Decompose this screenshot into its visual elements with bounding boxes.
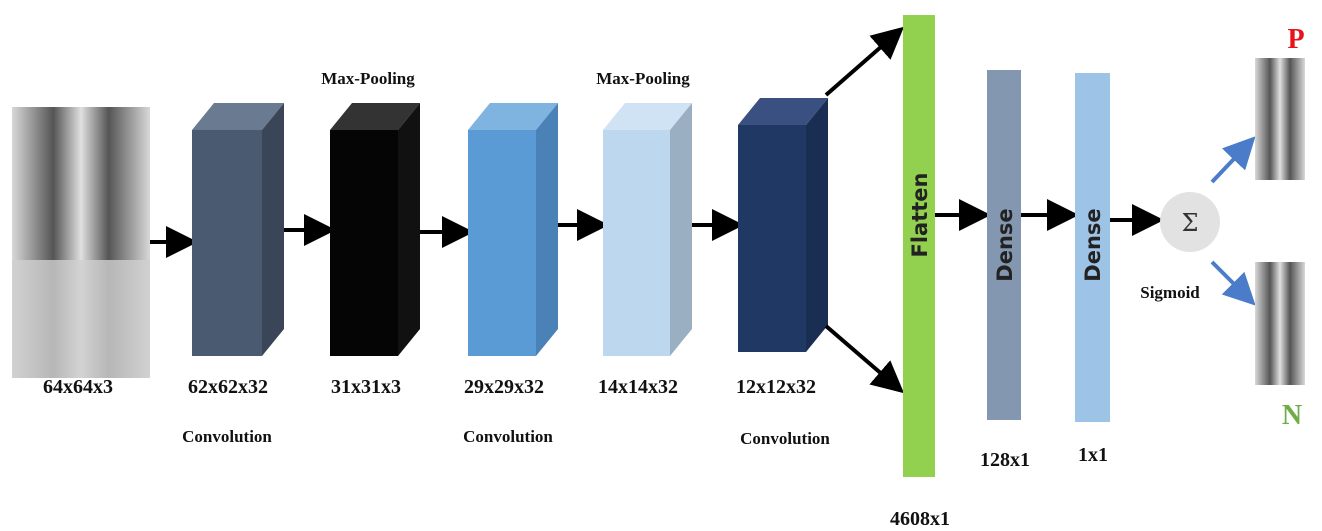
dense-layer [1075, 73, 1110, 422]
op-label: Convolution [182, 427, 272, 446]
op-label: Max-Pooling [596, 69, 690, 88]
output-image [1255, 262, 1305, 385]
block [468, 103, 558, 356]
activation-label: Sigmoid [1140, 283, 1200, 302]
input-image [12, 107, 150, 378]
dims-label: 4608x1 [890, 508, 950, 530]
op-label: Max-Pooling [321, 69, 415, 88]
output-label: P [1287, 24, 1304, 55]
dims-label: 64x64x3 [43, 376, 113, 398]
dense-label: Dense [993, 208, 1017, 281]
arrow [1210, 136, 1256, 184]
dims-label: 29x29x32 [464, 376, 544, 398]
output-label: N [1282, 400, 1302, 431]
flatten-layer [903, 15, 935, 477]
dims-label: 14x14x32 [598, 376, 678, 398]
arrow [824, 324, 905, 394]
arrow [1210, 260, 1256, 306]
output-image [1255, 58, 1305, 180]
sum-symbol: Σ [1182, 209, 1199, 237]
block [330, 103, 420, 356]
dims-label: 12x12x32 [736, 376, 816, 398]
dims-label: 1x1 [1078, 444, 1108, 466]
arrow [824, 26, 905, 97]
dims-label: 128x1 [980, 449, 1030, 471]
op-label: Convolution [740, 429, 830, 448]
dims-label: 31x31x3 [331, 376, 401, 398]
dims-label: 62x62x32 [188, 376, 268, 398]
sum-node [1160, 192, 1220, 252]
block [192, 103, 284, 356]
flatten-label: Flatten [908, 173, 932, 258]
block [738, 98, 828, 352]
op-label: Convolution [463, 427, 553, 446]
dense-layer [987, 70, 1021, 420]
dense-label: Dense [1081, 208, 1105, 281]
block [603, 103, 692, 356]
